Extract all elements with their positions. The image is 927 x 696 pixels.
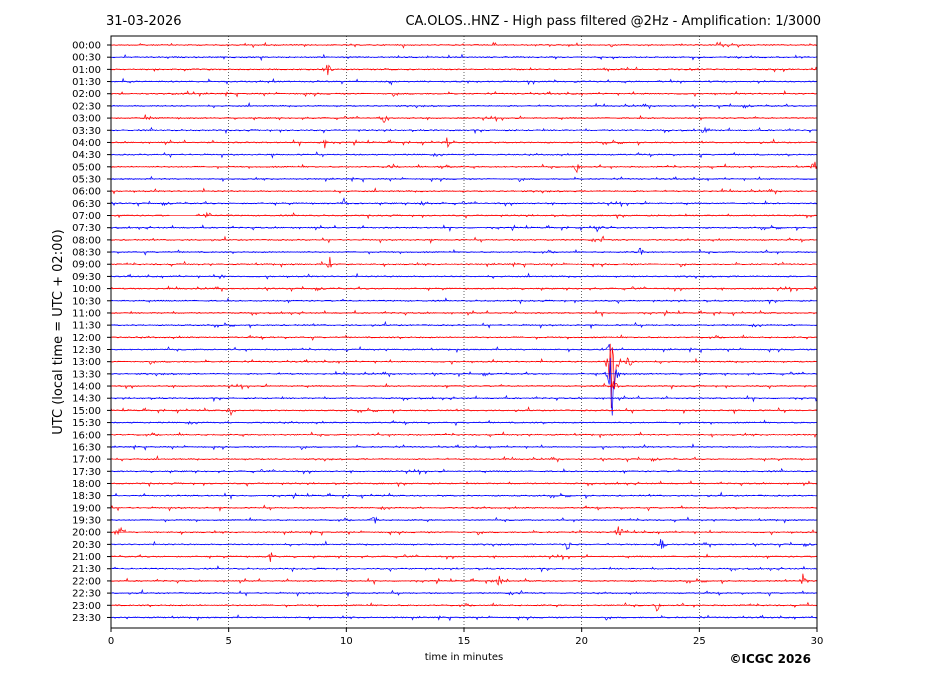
- row-label: 11:00: [72, 308, 101, 319]
- row-label: 06:00: [72, 187, 101, 198]
- trace-group: [110, 41, 818, 622]
- plot-frame: [110, 35, 818, 629]
- row-label: 17:00: [72, 455, 101, 466]
- trace-row-0400: [110, 137, 818, 149]
- row-label: 18:00: [72, 479, 101, 490]
- trace-row-1400: [110, 381, 818, 391]
- grid-lines: [228, 36, 700, 628]
- row-label: 08:30: [72, 248, 101, 259]
- row-label: 20:30: [72, 540, 101, 551]
- row-label: 10:30: [72, 296, 101, 307]
- x-tick-label: 10: [340, 636, 353, 647]
- x-axis-label: time in minutes: [425, 652, 504, 663]
- row-label: 16:30: [72, 442, 101, 453]
- row-label: 16:00: [72, 430, 101, 441]
- row-label: 02:00: [72, 89, 101, 100]
- row-label: 14:00: [72, 382, 101, 393]
- row-label: 19:30: [72, 516, 101, 527]
- row-label: 15:30: [72, 418, 101, 429]
- x-tick-label: 20: [575, 636, 588, 647]
- row-label: 01:00: [72, 65, 101, 76]
- row-label: 20:00: [72, 528, 101, 539]
- row-label: 07:00: [72, 211, 101, 222]
- chart-title: CA.OLOS..HNZ - High pass filtered @2Hz -…: [405, 14, 821, 29]
- row-label: 12:30: [72, 345, 101, 356]
- x-tick-label: 30: [811, 636, 824, 647]
- row-label: 22:30: [72, 589, 101, 600]
- row-label: 05:30: [72, 174, 101, 185]
- x-tick-label: 0: [108, 636, 114, 647]
- row-label: 23:00: [72, 601, 101, 612]
- row-label: 21:30: [72, 564, 101, 575]
- row-label: 15:00: [72, 406, 101, 417]
- row-label: 11:30: [72, 321, 101, 332]
- trace-row-0630: [110, 197, 818, 208]
- row-label: 00:00: [72, 41, 101, 52]
- row-label: 22:00: [72, 576, 101, 587]
- x-tick-label: 25: [693, 636, 706, 647]
- row-label: 05:00: [72, 162, 101, 173]
- row-label: 03:00: [72, 114, 101, 125]
- row-label: 09:30: [72, 272, 101, 283]
- row-label: 23:30: [72, 613, 101, 624]
- row-label: 06:30: [72, 199, 101, 210]
- row-label: 02:30: [72, 101, 101, 112]
- row-label: 01:30: [72, 77, 101, 88]
- row-label: 03:30: [72, 126, 101, 137]
- row-label: 17:30: [72, 467, 101, 478]
- y-axis-label: UTC (local time = UTC + 02:00): [51, 229, 66, 434]
- date-label: 31-03-2026: [106, 14, 182, 29]
- x-axis-ticks: 0 5 10 15 20 25 30: [108, 628, 824, 647]
- row-label: 18:30: [72, 491, 101, 502]
- trace-row-2000: [110, 526, 818, 537]
- row-label: 04:00: [72, 138, 101, 149]
- row-label: 19:00: [72, 503, 101, 514]
- trace-row-2100: [110, 552, 817, 562]
- row-label: 14:30: [72, 394, 101, 405]
- row-label: 10:00: [72, 284, 101, 295]
- trace-row-0300: [110, 114, 818, 123]
- row-label: 12:00: [72, 333, 101, 344]
- row-label: 13:00: [72, 357, 101, 368]
- row-label: 09:00: [72, 260, 101, 271]
- row-label: 00:30: [72, 53, 101, 64]
- row-label: 07:30: [72, 223, 101, 234]
- x-tick-label: 5: [225, 636, 231, 647]
- row-label: 08:00: [72, 235, 101, 246]
- x-tick-label: 15: [458, 636, 471, 647]
- row-label: 21:00: [72, 552, 101, 563]
- row-label: 04:30: [72, 150, 101, 161]
- row-label: 13:30: [72, 369, 101, 380]
- copyright-label: ©ICGC 2026: [729, 652, 811, 666]
